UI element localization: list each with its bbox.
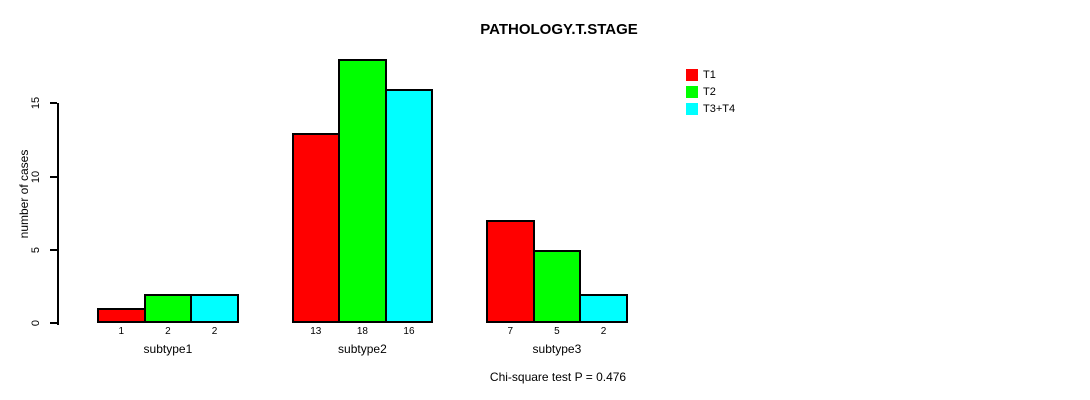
bar-value-label: 7 [507, 326, 514, 337]
legend-label: T1 [703, 68, 716, 81]
category-label-subtype2: subtype2 [338, 342, 387, 356]
legend: T1 T2 T3+T4 [686, 66, 735, 117]
bar-value-label: 1 [118, 326, 125, 337]
legend-label: T2 [703, 85, 716, 98]
y-axis-tick-label: 5 [30, 246, 42, 253]
bar-subtype1-T3+T4 [190, 293, 239, 323]
y-axis-tick [49, 102, 57, 105]
y-axis-tick [49, 175, 57, 178]
legend-swatch [686, 102, 698, 115]
bar-value-label: 2 [165, 326, 171, 337]
bar-subtype3-T3+T4 [579, 293, 628, 323]
y-axis-tick-label: 0 [30, 319, 42, 327]
bar-value-label: 2 [600, 326, 607, 337]
y-axis-tick-label: 15 [30, 97, 42, 110]
y-axis-tick [49, 248, 57, 251]
y-axis-line [56, 103, 59, 325]
y-axis-tick [49, 322, 57, 324]
legend-item-T1: T1 [686, 66, 735, 83]
legend-item-T2: T2 [686, 83, 735, 100]
category-label-subtype3: subtype3 [532, 342, 582, 356]
bar-subtype2-T3+T4 [384, 88, 434, 323]
chi-square-annotation: Chi-square test P = 0.476 [489, 370, 627, 384]
chart-title: PATHOLOGY.T.STAGE [480, 21, 638, 38]
bar-value-label: 13 [310, 326, 322, 337]
bar-subtype1-T2 [143, 293, 193, 323]
bar-subtype3-T1 [486, 220, 535, 323]
category-label-subtype1: subtype1 [143, 342, 193, 356]
bar-subtype2-T2 [338, 59, 387, 323]
bar-subtype2-T1 [291, 132, 341, 323]
legend-swatch [686, 85, 698, 98]
legend-swatch [686, 68, 698, 81]
legend-item-T3+T4: T3+T4 [686, 100, 735, 117]
bar-value-label: 5 [554, 326, 560, 337]
bar-subtype1-T1 [97, 308, 146, 323]
y-axis-label: number of cases [17, 149, 31, 239]
bar-value-label: 2 [211, 326, 218, 337]
bar-subtype3-T2 [532, 249, 582, 323]
y-axis-tick-label: 10 [30, 170, 42, 183]
bar-value-label: 18 [356, 326, 368, 337]
legend-label: T3+T4 [703, 102, 736, 115]
bar-value-label: 16 [403, 326, 415, 337]
